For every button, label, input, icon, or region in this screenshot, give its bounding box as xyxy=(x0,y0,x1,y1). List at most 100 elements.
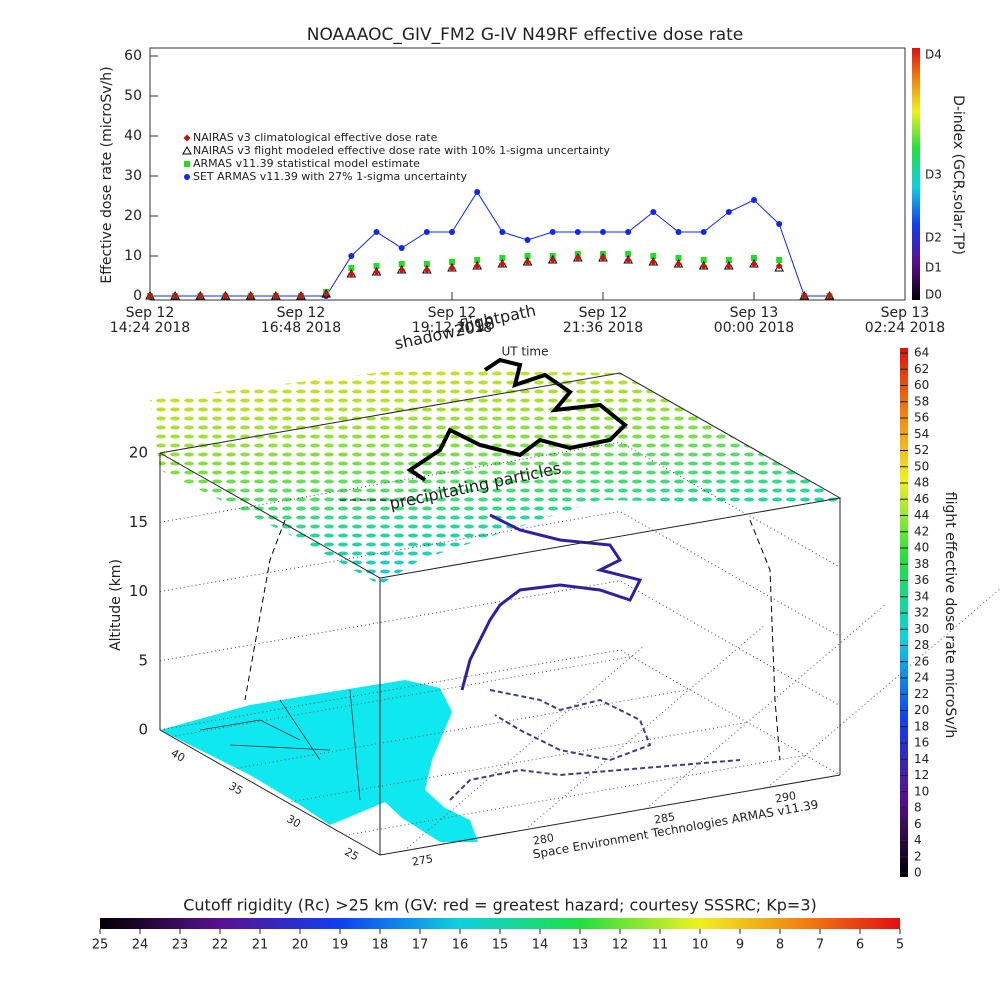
x-axis-label: UT time xyxy=(501,345,548,359)
point xyxy=(449,229,455,235)
colorbar-tick-label: 56 xyxy=(914,411,929,425)
land xyxy=(160,680,478,842)
colorbar-tick-label: 28 xyxy=(914,638,929,652)
point xyxy=(725,257,732,263)
colorbar-tick-label: 62 xyxy=(914,362,929,376)
legend-label: ARMAS v11.39 statistical model estimate xyxy=(193,157,420,170)
lat-tick-label: 30 xyxy=(284,812,303,830)
point xyxy=(184,174,190,180)
lon-tick-label: 285 xyxy=(653,810,676,826)
z-tick-label: 0 xyxy=(138,721,148,739)
colorbar-tick-label: 6 xyxy=(914,817,922,831)
point xyxy=(499,229,506,235)
point xyxy=(423,229,430,235)
grid-line xyxy=(524,624,766,831)
point xyxy=(524,253,531,259)
colorbar-tick-label: 44 xyxy=(914,508,929,522)
x-tick-label: Sep 12 14:24 2018 xyxy=(109,305,191,336)
point xyxy=(675,255,682,261)
lat-tick-label: 35 xyxy=(226,779,245,797)
y-tick-label: 20 xyxy=(124,208,142,224)
point xyxy=(373,268,380,276)
point xyxy=(574,229,581,235)
point xyxy=(675,229,682,235)
flight-path-ground xyxy=(449,689,741,801)
point xyxy=(751,197,757,203)
colorbar-tick-label: 25 xyxy=(92,938,109,953)
grid-line xyxy=(403,645,645,852)
state-borders xyxy=(199,689,361,801)
colorbar-tick-label: 20 xyxy=(914,703,929,717)
z-tick-label: 20 xyxy=(129,444,148,462)
y-tick-label: 60 xyxy=(124,48,142,64)
point xyxy=(599,254,607,262)
point xyxy=(700,262,708,270)
point xyxy=(625,229,632,235)
d-index-colorbar xyxy=(912,48,920,300)
x-tick-label: Sep 12 16:48 2018 xyxy=(260,305,342,336)
point xyxy=(449,259,455,265)
point xyxy=(222,292,229,300)
colorbar-tick-label: 9 xyxy=(736,938,744,953)
point xyxy=(574,254,582,262)
point xyxy=(725,262,733,270)
dose-colorbar-label: flight effective dose rate microSv/h xyxy=(942,492,958,738)
point xyxy=(800,292,808,300)
colorbar-tick-label: 52 xyxy=(914,443,929,457)
point xyxy=(650,209,657,215)
colorbar-tick-label: 22 xyxy=(914,687,929,701)
point xyxy=(473,262,481,270)
plot-frame xyxy=(149,47,906,301)
x-tick-label: Sep 12 19:12 2018 xyxy=(411,305,493,336)
point xyxy=(624,256,632,264)
colorbar-tick-label: 5 xyxy=(896,938,904,953)
point xyxy=(373,229,380,235)
z-tick-label: 10 xyxy=(129,582,148,600)
d-index-label: D-index (GCR,solar,TP) xyxy=(950,95,966,255)
colorbar-tick-label: 50 xyxy=(914,459,929,473)
flight-path xyxy=(460,513,643,691)
point xyxy=(700,229,707,235)
point xyxy=(474,189,481,195)
point xyxy=(146,292,154,300)
colorbar-tick-label: 18 xyxy=(372,938,389,953)
colorbar-tick-label: 8 xyxy=(776,938,784,953)
projection-lines xyxy=(244,499,781,761)
colorbar-tick-label: 20 xyxy=(292,938,309,953)
point xyxy=(247,292,255,300)
z-axis-label: Altitude (km) xyxy=(108,559,124,651)
point xyxy=(348,265,355,271)
point xyxy=(183,134,191,142)
point xyxy=(398,266,406,274)
d-index-tick-label: D1 xyxy=(925,261,942,275)
legend-label: NAIRAS v3 flight modeled effective dose … xyxy=(193,144,610,157)
point xyxy=(776,257,783,263)
x-tick-label: Sep 13 02:24 2018 xyxy=(864,305,946,336)
point xyxy=(398,245,405,251)
d-index-tick-label: D3 xyxy=(925,168,942,182)
y-tick-label: 10 xyxy=(124,248,142,264)
point xyxy=(448,264,456,272)
point xyxy=(196,292,204,300)
point xyxy=(775,262,783,270)
y-axis-label: Effective dose rate (microSv/h) xyxy=(99,66,115,283)
colorbar-tick-label: 16 xyxy=(452,938,469,953)
flight-path-shadow xyxy=(406,357,628,482)
point xyxy=(171,292,179,300)
colorbar-tick-label: 14 xyxy=(914,752,929,766)
lon-tick-label: 280 xyxy=(532,831,555,847)
colorbar-tick-label: 42 xyxy=(914,524,929,538)
colorbar-tick-label: 11 xyxy=(652,938,669,953)
point xyxy=(625,251,632,257)
lon-tick-label: 290 xyxy=(774,789,797,805)
point xyxy=(649,258,657,266)
point xyxy=(826,292,833,300)
lat-tick-label: 25 xyxy=(342,845,361,863)
colorbar-tick-label: 40 xyxy=(914,541,929,555)
colorbar-tick-label: 36 xyxy=(914,573,929,587)
grid-line xyxy=(159,580,841,707)
colorbar-tick-label: 58 xyxy=(914,394,929,408)
z-tick-label: 5 xyxy=(138,651,148,669)
colorbar-tick-label: 34 xyxy=(914,589,929,603)
